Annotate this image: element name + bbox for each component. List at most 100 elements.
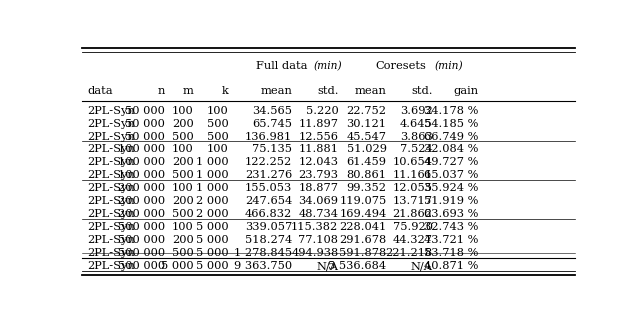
Text: 200: 200 [172, 158, 193, 168]
Text: 2PL-Syn: 2PL-Syn [87, 235, 134, 245]
Text: 50 000: 50 000 [125, 118, 165, 129]
Text: 100: 100 [172, 106, 193, 116]
Text: 155.053: 155.053 [245, 183, 292, 193]
Text: 2PL-Syn: 2PL-Syn [87, 118, 134, 129]
Text: mean: mean [260, 86, 292, 96]
Text: 100 000: 100 000 [118, 145, 165, 154]
Text: 40.871 %: 40.871 % [424, 261, 479, 271]
Text: 518.274: 518.274 [245, 235, 292, 245]
Text: 13.717: 13.717 [393, 196, 433, 206]
Text: 119.075: 119.075 [339, 196, 387, 206]
Text: 51.029: 51.029 [346, 145, 387, 154]
Text: N/A: N/A [411, 261, 433, 271]
Text: k: k [221, 86, 228, 96]
Text: 51.919 %: 51.919 % [424, 196, 479, 206]
Text: 2PL-Syn: 2PL-Syn [87, 132, 134, 141]
Text: 9 363.750: 9 363.750 [234, 261, 292, 271]
Text: std.: std. [411, 86, 433, 96]
Text: 100: 100 [172, 222, 193, 232]
Text: 53.718 %: 53.718 % [424, 248, 479, 258]
Text: 77.108: 77.108 [298, 235, 339, 245]
Text: 10.654: 10.654 [393, 158, 433, 168]
Text: 66.749 %: 66.749 % [424, 132, 479, 141]
Text: 500: 500 [172, 209, 193, 219]
Text: (min): (min) [435, 60, 463, 71]
Text: 100: 100 [172, 183, 193, 193]
Text: 65.745: 65.745 [252, 118, 292, 129]
Text: 2PL-Syn: 2PL-Syn [87, 248, 134, 258]
Text: 500: 500 [207, 132, 228, 141]
Text: 30.121: 30.121 [346, 118, 387, 129]
Text: 61.459: 61.459 [346, 158, 387, 168]
Text: 2PL-Syn: 2PL-Syn [87, 170, 134, 180]
Text: 35.924 %: 35.924 % [424, 183, 479, 193]
Text: gain: gain [454, 86, 479, 96]
Text: 247.654: 247.654 [245, 196, 292, 206]
Text: 2PL-Syn: 2PL-Syn [87, 158, 134, 168]
Text: 500 000: 500 000 [118, 248, 165, 258]
Text: 500 000: 500 000 [118, 261, 165, 271]
Text: 500: 500 [172, 248, 193, 258]
Text: 200: 200 [172, 196, 193, 206]
Text: 1 000: 1 000 [196, 183, 228, 193]
Text: n: n [157, 86, 165, 96]
Text: 200: 200 [172, 118, 193, 129]
Text: 34.565: 34.565 [252, 106, 292, 116]
Text: 5 000: 5 000 [196, 235, 228, 245]
Text: 221.218: 221.218 [385, 248, 433, 258]
Text: std.: std. [317, 86, 339, 96]
Text: Full data: Full data [256, 61, 308, 71]
Text: 80.861: 80.861 [346, 170, 387, 180]
Text: 34.069: 34.069 [298, 196, 339, 206]
Text: 5 000: 5 000 [196, 261, 228, 271]
Text: 5 000: 5 000 [161, 261, 193, 271]
Text: 43.721 %: 43.721 % [424, 235, 479, 245]
Text: (min): (min) [314, 60, 342, 71]
Text: 466.832: 466.832 [245, 209, 292, 219]
Text: 44.327: 44.327 [393, 235, 433, 245]
Text: 2PL-Syn: 2PL-Syn [87, 222, 134, 232]
Text: 11.161: 11.161 [393, 170, 433, 180]
Text: 5 000: 5 000 [196, 222, 228, 232]
Text: 21.862: 21.862 [393, 209, 433, 219]
Text: 54.185 %: 54.185 % [424, 118, 479, 129]
Text: 228.041: 228.041 [339, 222, 387, 232]
Text: 500 000: 500 000 [118, 222, 165, 232]
Text: 18.877: 18.877 [298, 183, 339, 193]
Text: 2PL-Syn: 2PL-Syn [87, 196, 134, 206]
Text: 5 536.684: 5 536.684 [328, 261, 387, 271]
Text: 32.743 %: 32.743 % [424, 222, 479, 232]
Text: 169.494: 169.494 [339, 209, 387, 219]
Text: 63.693 %: 63.693 % [424, 209, 479, 219]
Text: 3.692: 3.692 [400, 106, 433, 116]
Text: 136.981: 136.981 [245, 132, 292, 141]
Text: 100: 100 [207, 145, 228, 154]
Text: 1 000: 1 000 [196, 170, 228, 180]
Text: 22.752: 22.752 [346, 106, 387, 116]
Text: 11.897: 11.897 [298, 118, 339, 129]
Text: 500: 500 [207, 118, 228, 129]
Text: 65.037 %: 65.037 % [424, 170, 479, 180]
Text: 99.352: 99.352 [346, 183, 387, 193]
Text: 100 000: 100 000 [118, 170, 165, 180]
Text: 200: 200 [172, 235, 193, 245]
Text: 2PL-Syn: 2PL-Syn [87, 106, 134, 116]
Text: 32.084 %: 32.084 % [424, 145, 479, 154]
Text: 3.863: 3.863 [400, 132, 433, 141]
Text: 50 000: 50 000 [125, 106, 165, 116]
Text: 2PL-Syn: 2PL-Syn [87, 145, 134, 154]
Text: 48.734: 48.734 [298, 209, 339, 219]
Text: 500: 500 [172, 132, 193, 141]
Text: 2 000: 2 000 [196, 196, 228, 206]
Text: 7.524: 7.524 [400, 145, 433, 154]
Text: 500 000: 500 000 [118, 235, 165, 245]
Text: N/A: N/A [316, 261, 339, 271]
Text: 50 000: 50 000 [125, 132, 165, 141]
Text: 100: 100 [207, 106, 228, 116]
Text: 2PL-Syn: 2PL-Syn [87, 261, 134, 271]
Text: 2 000: 2 000 [196, 209, 228, 219]
Text: 2PL-Syn: 2PL-Syn [87, 209, 134, 219]
Text: mean: mean [355, 86, 387, 96]
Text: 11.881: 11.881 [298, 145, 339, 154]
Text: 5 000: 5 000 [196, 248, 228, 258]
